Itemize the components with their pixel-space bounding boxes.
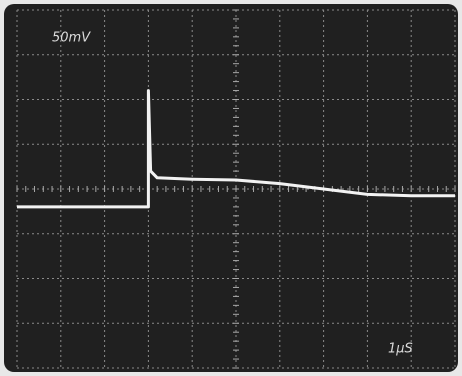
screen	[4, 4, 458, 372]
time-per-div: 1µS	[388, 342, 413, 357]
oscilloscope-screen: 50mV 1µS	[0, 0, 462, 376]
volts-per-div: 50mV	[52, 31, 91, 46]
